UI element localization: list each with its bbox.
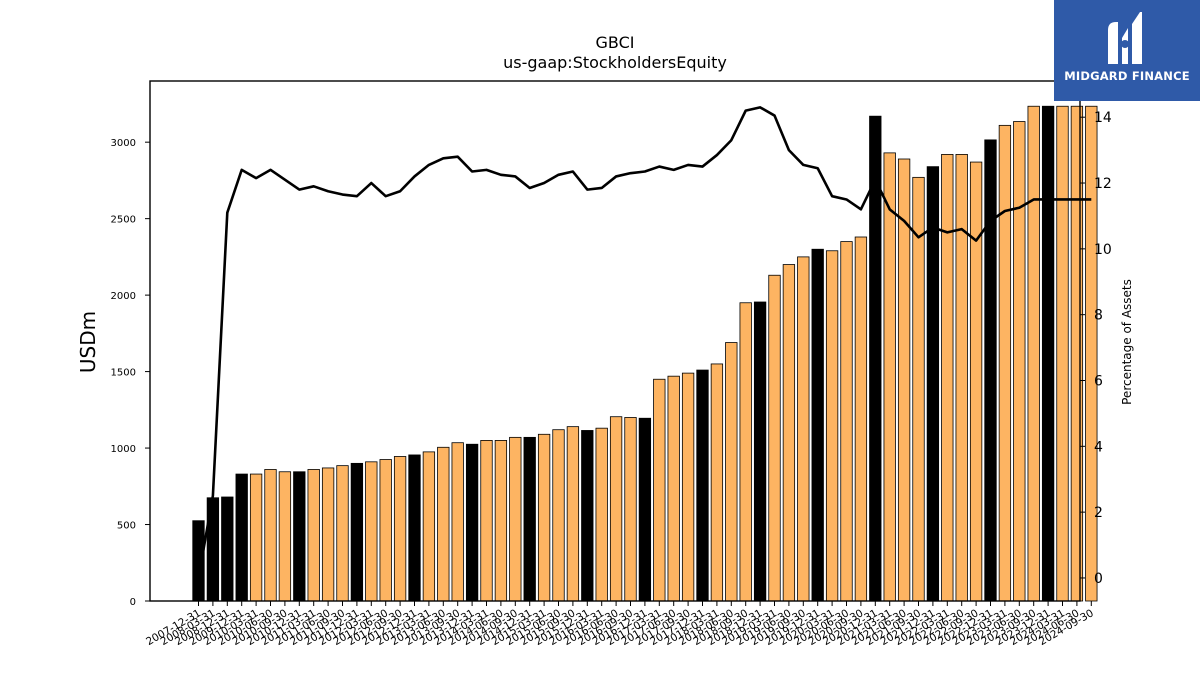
bar-2015-06-30 (552, 429, 565, 602)
bar-2013-03-31 (422, 451, 436, 602)
bar-2017-09-30 (681, 372, 695, 602)
bar-2017-03-31 (653, 378, 666, 602)
bar-2011-03-31 (307, 469, 320, 602)
bar-2019-03-31 (768, 274, 781, 602)
bar-2011-09-30 (336, 465, 349, 602)
axes-group: 050010001500200025003000024681012142007-… (111, 80, 1112, 648)
bar-2015-09-30 (566, 426, 580, 602)
logo-mark-icon (1108, 12, 1142, 64)
y2-tick-label: 12 (1094, 176, 1112, 192)
bar-2022-12-31 (984, 139, 997, 602)
y2-tick-label: 10 (1094, 242, 1112, 258)
bar-2021-09-30 (912, 176, 925, 602)
line-group (197, 106, 1092, 579)
bar-2015-12-31 (581, 430, 594, 602)
y-tick-label: 1000 (111, 444, 136, 455)
y2-tick-label: 0 (1094, 571, 1103, 587)
bar-2014-12-31 (523, 436, 536, 602)
bar-2014-09-30 (509, 436, 522, 602)
chart-title: GBCI (596, 33, 635, 52)
bar-2023-12-31 (1041, 105, 1055, 602)
bar-2022-09-30 (969, 161, 983, 602)
bar-2024-03-31 (1056, 105, 1069, 602)
percentage-line (197, 106, 1092, 579)
bar-2016-09-30 (624, 417, 637, 602)
bar-2016-12-31 (638, 417, 652, 602)
bar-2012-09-30 (393, 456, 407, 602)
y2-tick-label: 6 (1094, 373, 1103, 389)
bar-2016-06-30 (609, 416, 623, 602)
logo-text: MIDGARD FINANCE (1064, 69, 1190, 83)
bar-2009-12-31 (235, 473, 248, 602)
chart-subtitle: us-gaap:StockholdersEquity (503, 53, 727, 72)
bar-2010-03-31 (249, 473, 263, 602)
y-tick-label: 2000 (111, 291, 136, 302)
plot-frame (149, 80, 1081, 602)
bar-2012-12-31 (408, 454, 421, 602)
bar-2008-12-31 (221, 496, 234, 602)
bar-2019-06-30 (782, 264, 796, 602)
y-tick-label: 1500 (111, 368, 136, 379)
bar-2012-03-31 (365, 461, 378, 602)
y-tick-label: 3000 (111, 138, 136, 149)
bar-2012-06-30 (379, 459, 392, 602)
y-tick-label: 2500 (111, 215, 136, 226)
bar-2016-03-31 (595, 427, 608, 602)
bar-2013-06-30 (437, 446, 450, 602)
y2-tick-label: 14 (1094, 110, 1112, 126)
y2-tick-label: 4 (1094, 439, 1103, 455)
bar-2023-03-31 (998, 124, 1012, 602)
bar-2013-09-30 (451, 442, 464, 602)
bar-2024-06-30 (1070, 105, 1084, 602)
bar-2014-06-30 (494, 440, 508, 602)
bar-2011-12-31 (350, 462, 364, 602)
bar-2018-09-30 (739, 302, 752, 602)
bar-2020-06-30 (840, 241, 853, 602)
bar-2020-03-31 (825, 250, 839, 602)
bar-2010-09-30 (278, 471, 292, 602)
bar-2022-03-31 (941, 154, 954, 602)
y-tick-label: 0 (130, 597, 136, 608)
bar-2014-03-31 (480, 440, 493, 602)
bar-2010-06-30 (264, 469, 277, 602)
bar-2023-06-30 (1013, 121, 1026, 602)
logo: MIDGARD FINANCE (1054, 0, 1200, 101)
bar-2022-06-30 (955, 154, 968, 602)
bar-2019-12-31 (811, 248, 824, 602)
y-tick-label: 500 (117, 521, 136, 532)
bar-2011-06-30 (321, 467, 335, 602)
bar-2021-03-31 (883, 152, 896, 602)
bar-2018-03-31 (710, 363, 724, 602)
y2-tick-label: 2 (1094, 505, 1103, 521)
bars-group (192, 105, 1098, 602)
bar-2018-06-30 (725, 342, 738, 602)
bar-2017-12-31 (696, 369, 709, 602)
bar-2020-09-30 (854, 236, 868, 602)
bar-2018-12-31 (753, 301, 767, 602)
bar-2015-03-31 (537, 433, 551, 602)
y-axis-label: USDm (76, 311, 100, 373)
y2-axis-label: Percentage of Assets (1120, 279, 1134, 405)
bar-2019-09-30 (797, 256, 810, 602)
y2-tick-label: 8 (1094, 308, 1103, 324)
bar-2023-09-30 (1027, 105, 1040, 602)
bar-2021-12-31 (926, 166, 940, 602)
bar-2010-12-31 (293, 471, 306, 602)
bar-2013-12-31 (465, 443, 479, 602)
bar-2017-06-30 (667, 375, 680, 602)
